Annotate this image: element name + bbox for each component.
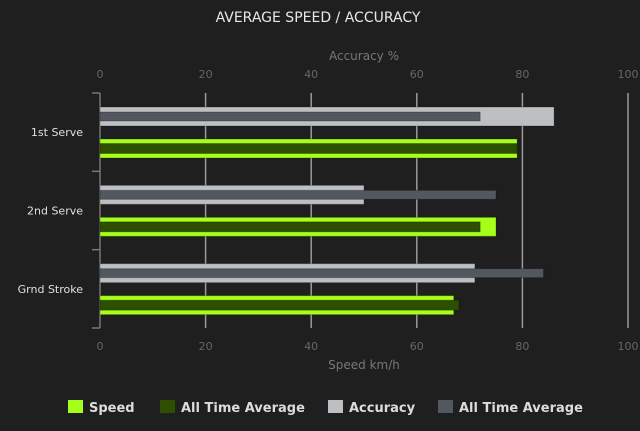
accuracy-average-bar [99,268,545,279]
bottom-tick-label: 100 [618,340,639,353]
legend-label: All Time Average [459,401,583,416]
legend-label: Speed [89,401,135,416]
accuracy-average-bar [99,189,497,200]
top-tick-label: 100 [618,68,639,81]
bottom-tick-label: 0 [97,340,104,353]
top-tick-label: 0 [97,68,104,81]
speed-average-bar [99,221,481,233]
legend-swatch [328,400,343,413]
chart-title: AVERAGE SPEED / ACCURACY [216,10,421,26]
category-label: 2nd Serve [27,205,83,218]
bottom-axis-label: Speed km/h [328,358,400,372]
bottom-tick-label: 20 [199,340,213,353]
accuracy-average-bar [99,111,481,122]
top-axis-label: Accuracy % [329,49,399,63]
category-label: 1st Serve [31,126,83,139]
bottom-tick-label: 80 [515,340,529,353]
top-tick-label: 60 [410,68,424,81]
top-tick-label: 20 [199,68,213,81]
legend-label: Accuracy [349,401,416,416]
speed-average-bar [99,299,460,311]
bottom-tick-label: 40 [304,340,318,353]
bottom-tick-label: 60 [410,340,424,353]
speed-average-bar [99,143,518,154]
top-tick-label: 40 [304,68,318,81]
legend-swatch [160,400,175,413]
legend-label: All Time Average [181,401,305,416]
category-label: Grnd Stroke [18,283,84,296]
legend-swatch [68,400,83,413]
legend-swatch [438,400,453,413]
top-tick-label: 80 [515,68,529,81]
